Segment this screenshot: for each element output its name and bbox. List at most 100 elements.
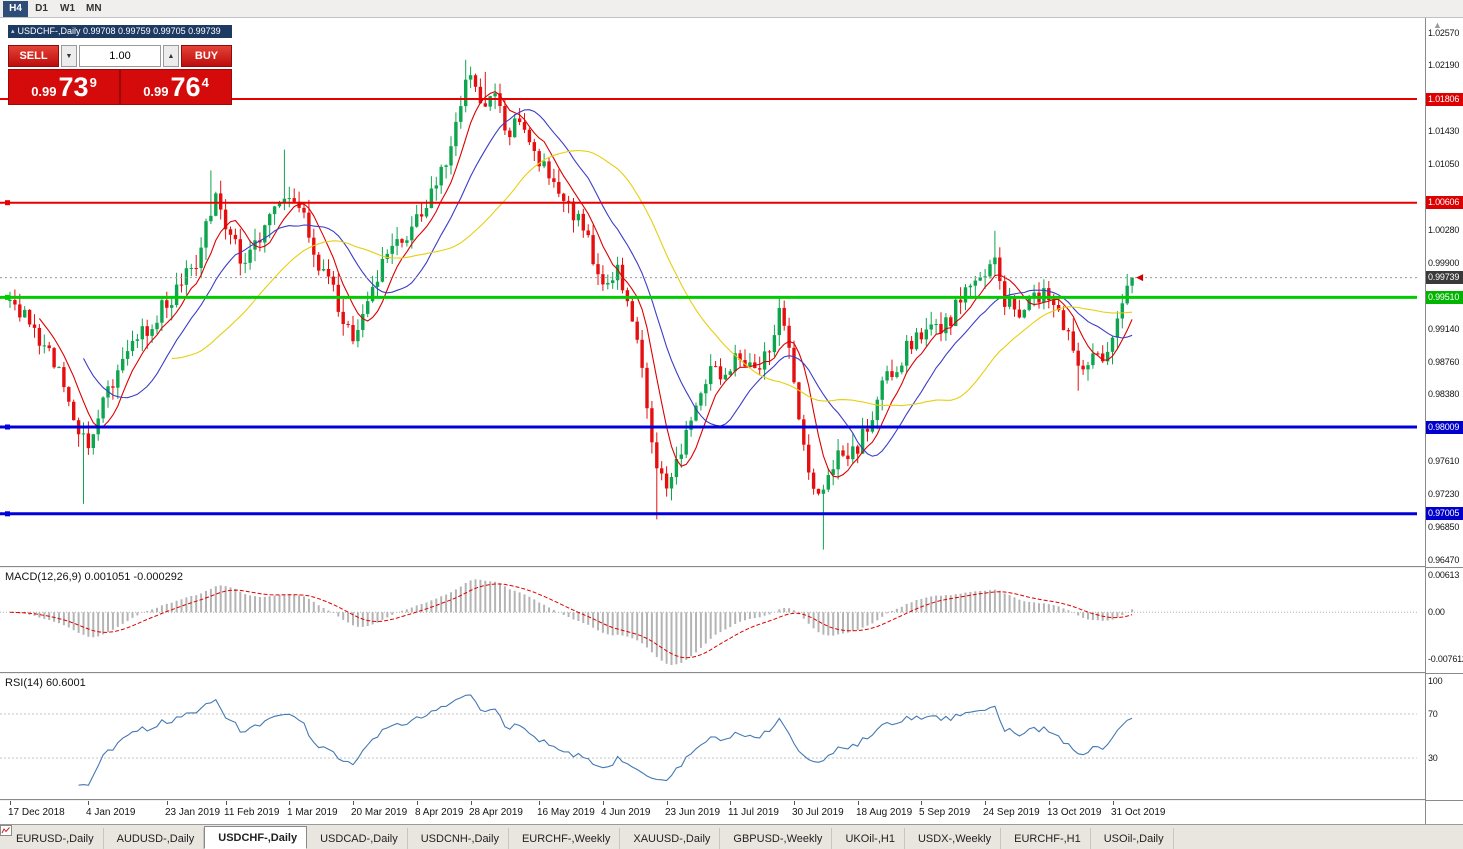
tab-eurchf-weekly[interactable]: EURCHF-,Weekly — [0, 825, 621, 849]
tab-usdcnh-daily[interactable]: USDCNH-,Daily — [0, 825, 509, 849]
buy-price[interactable]: 0.99 76 4 — [121, 70, 231, 104]
date-tick — [921, 801, 922, 805]
price-tick: 1.01430 — [1428, 126, 1460, 136]
date-label: 30 Jul 2019 — [792, 807, 844, 818]
scale-scroll-icon[interactable]: ▲ — [1433, 20, 1442, 30]
price-tick: 0.97230 — [1428, 489, 1460, 499]
date-tick — [167, 801, 168, 805]
tab-label: USDCNH-,Daily — [420, 832, 499, 845]
price-tick: 0.96470 — [1428, 555, 1460, 565]
price-divider — [119, 70, 121, 104]
date-label: 23 Jun 2019 — [665, 807, 721, 818]
date-axis[interactable]: 17 Dec 2018 4 Jan 2019 23 Jan 2019 11 Feb 2… — [0, 801, 1425, 824]
tab-gbpusd-weekly[interactable]: GBPUSD-,Weekly — [0, 825, 833, 849]
scale-separator — [1426, 567, 1463, 568]
date-label: 16 May 2019 — [537, 807, 595, 818]
chart-title: USDCHF-,Daily 0.99708 0.99759 0.99705 0.… — [17, 26, 221, 36]
buy-price-base: 0.99 — [143, 84, 169, 99]
date-label: 17 Dec 2018 — [8, 807, 65, 818]
date-tick — [88, 801, 89, 805]
tab-usdcad-daily[interactable]: USDCAD-,Daily — [0, 825, 408, 849]
one-click-trading-panel: ▴ USDCHF-,Daily 0.99708 0.99759 0.99705 … — [8, 25, 232, 105]
date-tick — [667, 801, 668, 805]
timeframe-button-mn[interactable]: MN — [81, 1, 107, 17]
tab-label: EURCHF-,Weekly — [521, 832, 611, 845]
timeframe-toolbar: H4 D1 W1 MN — [0, 0, 1463, 18]
current-price-arrow — [1136, 274, 1144, 282]
date-tick — [417, 801, 418, 805]
price-level-badge: 1.01806 — [1426, 93, 1463, 106]
price-level-badge: 0.99510 — [1426, 291, 1463, 304]
collapse-icon[interactable]: ▴ — [11, 28, 15, 35]
timeframe-button-w1[interactable]: W1 — [55, 1, 80, 17]
tab-label: UKOil-,H1 — [845, 832, 895, 845]
macd-signal-line — [9, 583, 1133, 659]
rsi-scale-label: 70 — [1428, 709, 1438, 719]
tab-audusd-daily[interactable]: AUDUSD-,Daily — [0, 825, 205, 849]
tab-xauusd-daily[interactable]: XAUUSD-,Daily — [0, 825, 721, 849]
candlesticks — [8, 59, 1134, 550]
price-scale[interactable]: ▲ 1.02570 1.02190 1.01430 1.01050 1.00280 0.99… — [1425, 18, 1463, 824]
date-label: 11 Jul 2019 — [728, 807, 779, 818]
timeframe-button-h4[interactable]: H4 — [3, 0, 28, 17]
date-tick — [1049, 801, 1050, 805]
price-level-badge: 1.00606 — [1426, 196, 1463, 209]
macd-label: MACD(12,26,9) 0.001051 -0.000292 — [5, 571, 183, 583]
moving-averages — [38, 90, 1133, 478]
macd-histogram — [13, 579, 1134, 665]
tab-eurusd-daily[interactable]: EURUSD-,Daily — [0, 825, 104, 849]
chart-title-bar: ▴ USDCHF-,Daily 0.99708 0.99759 0.99705 … — [8, 25, 232, 38]
date-tick — [985, 801, 986, 805]
tab-usoil-daily[interactable]: USOil-,Daily — [0, 825, 1174, 849]
tab-eurchf-h1[interactable]: EURCHF-,H1 — [0, 825, 1091, 849]
volume-input[interactable] — [79, 45, 161, 67]
price-chart-pane[interactable]: ▴ USDCHF-,Daily 0.99708 0.99759 0.99705 … — [0, 18, 1425, 567]
candlestick-chart[interactable] — [0, 18, 1425, 567]
date-label: 4 Jan 2019 — [86, 807, 136, 818]
date-label: 13 Oct 2019 — [1047, 807, 1102, 818]
sell-button[interactable]: SELL — [8, 45, 59, 67]
rsi-scale-label: 30 — [1428, 753, 1438, 763]
date-label: 18 Aug 2019 — [856, 807, 913, 818]
volume-decrease-button[interactable]: ▼ — [61, 45, 77, 67]
tab-label: USDCHF-,Daily — [218, 831, 298, 844]
price-level-badge: 0.99739 — [1426, 271, 1463, 284]
buy-price-point: 4 — [201, 75, 209, 90]
price-tick: 0.96850 — [1428, 522, 1460, 532]
rsi-chart — [0, 694, 1417, 786]
date-label: 20 Mar 2019 — [351, 807, 408, 818]
price-tick: 1.02570 — [1428, 28, 1460, 38]
tab-label: XAUUSD-,Daily — [633, 832, 711, 845]
buy-price-pips: 76 — [170, 72, 201, 102]
date-tick — [730, 801, 731, 805]
date-label: 23 Jan 2019 — [165, 807, 221, 818]
date-tick — [858, 801, 859, 805]
horizontal-lines — [0, 98, 1417, 517]
tab-usdchf-daily[interactable]: USDCHF-,Daily — [0, 825, 308, 849]
macd-scale-label: 0.00613 — [1428, 570, 1460, 580]
tab-label: USOil-,Daily — [1103, 832, 1164, 845]
sell-price[interactable]: 0.99 73 9 — [9, 70, 119, 104]
price-level-badge: 0.98009 — [1426, 421, 1463, 434]
macd-indicator-pane[interactable]: MACD(12,26,9) 0.001051 -0.000292 — [0, 568, 1425, 673]
price-level-badge: 0.97005 — [1426, 507, 1463, 520]
scale-separator — [1426, 673, 1463, 674]
volume-increase-button[interactable]: ▲ — [163, 45, 179, 67]
macd-scale-label: 0.00 — [1428, 607, 1445, 617]
buy-button[interactable]: BUY — [181, 45, 232, 67]
tab-usdx-weekly[interactable]: USDX-,Weekly — [0, 825, 1002, 849]
tab-ukoil-h1[interactable]: UKOil-,H1 — [0, 825, 905, 849]
ma-yellow — [171, 149, 1133, 407]
rsi-indicator-pane[interactable]: RSI(14) 60.6001 — [0, 674, 1425, 800]
date-tick — [539, 801, 540, 805]
date-label: 8 Apr 2019 — [415, 807, 464, 818]
price-tick: 0.98380 — [1428, 389, 1460, 399]
price-display: 0.99 73 9 0.99 76 4 — [8, 69, 232, 105]
date-tick — [471, 801, 472, 805]
date-tick — [1113, 801, 1114, 805]
macd-chart — [0, 579, 1417, 665]
tab-label: EURUSD-,Daily — [16, 832, 94, 845]
timeframe-button-d1[interactable]: D1 — [29, 1, 54, 17]
sell-price-pips: 73 — [58, 72, 89, 102]
sell-price-base: 0.99 — [31, 84, 57, 99]
